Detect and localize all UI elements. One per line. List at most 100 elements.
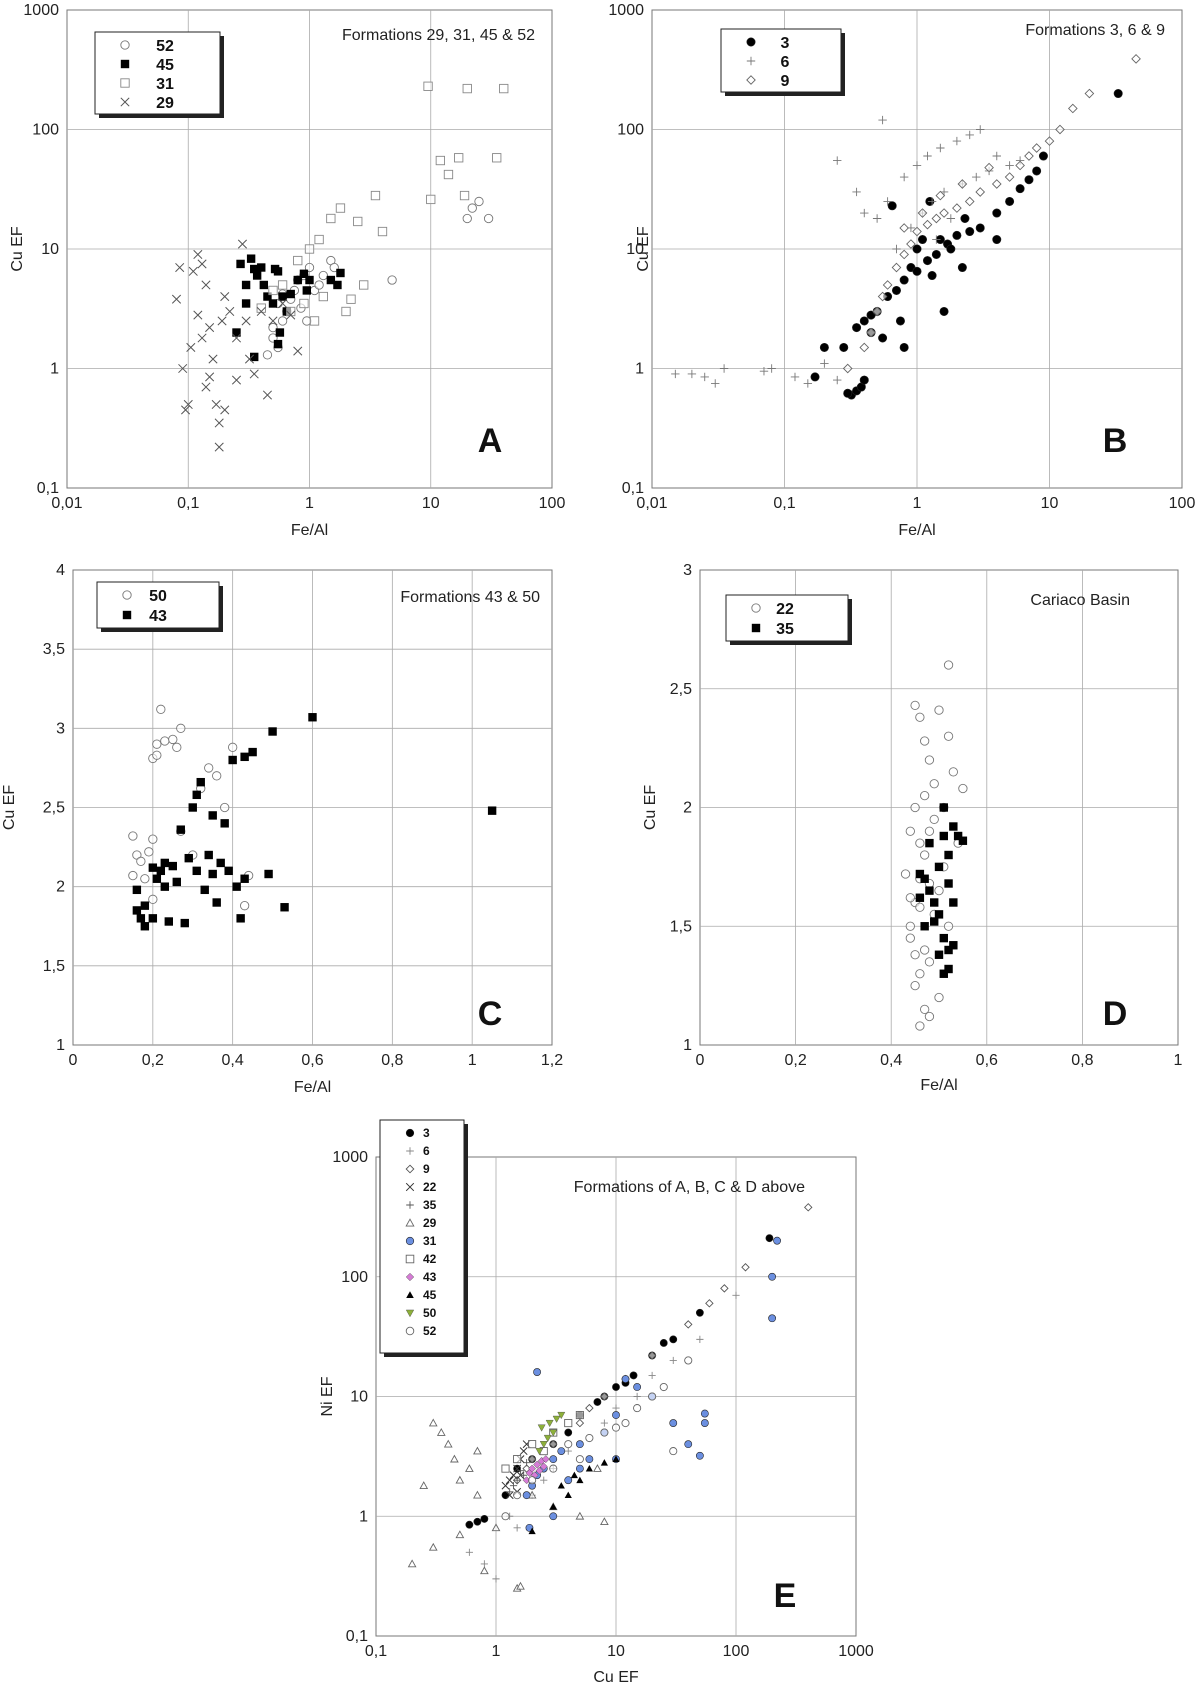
panel-a-point-series-45 xyxy=(278,292,287,301)
panel-b-point-series-9 xyxy=(964,196,975,207)
panel-b-point-series-6 xyxy=(820,359,829,368)
panel-d-x-tick-label: 0 xyxy=(696,1052,705,1069)
panel-a-y-tick-label: 0,1 xyxy=(37,480,59,497)
panel-d-point-series-35 xyxy=(949,941,958,950)
panel-c-point-series-43 xyxy=(152,874,162,883)
panel-c-x-tick-label: 1 xyxy=(468,1052,477,1069)
panel-a-point-series-29 xyxy=(249,369,259,379)
panel-c-point-series-43 xyxy=(184,853,193,863)
panel-d-point-series-35 xyxy=(930,917,939,926)
panel-e-legend-marker-31 xyxy=(405,1236,415,1246)
panel-a-point-series-45 xyxy=(336,268,345,278)
panel-b-point-series-6 xyxy=(927,197,937,206)
panel-d-point-series-22 xyxy=(920,945,930,955)
panel-a-point-series-31 xyxy=(462,83,472,94)
panel-e-point-series-45 xyxy=(528,1527,536,1535)
panel-b-point-series-9 xyxy=(1024,151,1034,161)
panel-b-point-series-3 xyxy=(819,342,829,352)
panel-a-point-series-29 xyxy=(193,310,203,320)
panel-a-point-series-31 xyxy=(314,234,324,245)
panel-e-point-series-31 xyxy=(684,1440,693,1449)
panel-e-point-series-29 xyxy=(600,1517,609,1526)
panel-b-point-series-3 xyxy=(895,316,905,326)
panel-a-point-series-29 xyxy=(180,405,191,415)
panel-d-legend-label: 35 xyxy=(776,621,794,638)
panel-b-y-tick-label: 1000 xyxy=(608,2,644,19)
panel-c-point-series-50 xyxy=(204,763,214,773)
panel-b-point-series-3 xyxy=(931,249,941,259)
panel-a-point-series-45 xyxy=(241,280,251,290)
panel-a-point-series-29 xyxy=(201,280,211,290)
panel-e-point-series-3 xyxy=(669,1335,678,1344)
panel-e-point-series-3 xyxy=(695,1308,704,1317)
panel-a-point-series-52 xyxy=(302,316,312,326)
panel-d-point-series-35 xyxy=(925,838,934,848)
panel-b-point-series-9 xyxy=(912,226,922,237)
panel-c-point-series-50 xyxy=(128,870,138,881)
panel-b-point-series-3 xyxy=(922,256,932,266)
panel-a-point-series-45 xyxy=(273,339,283,349)
panel-d-point-series-22 xyxy=(910,950,920,960)
panel-a-point-series-31 xyxy=(326,213,336,224)
panel-c-point-series-43 xyxy=(268,727,277,736)
panel-a-point-series-31 xyxy=(377,226,388,237)
panel-a-point-series-45 xyxy=(252,271,262,280)
panel-b-point-series-9 xyxy=(866,327,876,338)
panel-c-point-series-43 xyxy=(192,866,201,876)
panel-e-legend-label: 52 xyxy=(423,1324,437,1338)
panel-a-point-series-29 xyxy=(186,342,196,353)
panel-e-legend-label: 42 xyxy=(423,1252,437,1266)
panel-a-point-series-29 xyxy=(262,390,273,400)
panel-e-legend-marker-35 xyxy=(406,1201,414,1209)
panel-a-point-series-45 xyxy=(302,286,311,295)
panel-a-point-series-31 xyxy=(293,255,303,266)
panel-e-legend-marker-52 xyxy=(405,1326,415,1336)
panel-e-point-series-42 xyxy=(501,1464,510,1473)
panel-d-x-tick-label: 0,8 xyxy=(1071,1052,1093,1069)
panel-a-point-series-31 xyxy=(277,280,288,290)
panel-c-point-series-50 xyxy=(156,704,166,714)
panel-e-point-series-29 xyxy=(443,1439,453,1448)
panel-d-point-series-22 xyxy=(929,814,939,825)
panel-a-point-series-31 xyxy=(335,203,346,213)
panel-b-x-axis-label: Fe/Al xyxy=(898,522,935,539)
panel-a-point-series-29 xyxy=(214,418,224,428)
panel-a-point-series-52 xyxy=(318,270,328,281)
panel-e-point-series-43 xyxy=(528,1464,537,1473)
panel-b-legend-marker-9 xyxy=(746,75,756,85)
panel-a-point-series-29 xyxy=(175,262,185,273)
panel-e-legend-label: 31 xyxy=(423,1234,437,1248)
panel-b-point-series-3 xyxy=(843,388,853,398)
panel-b-point-series-6 xyxy=(719,364,729,373)
panel-a-legend-marker-52 xyxy=(120,40,130,50)
panel-a-y-tick-label: 10 xyxy=(41,241,59,258)
panel-a-point-series-52 xyxy=(467,203,477,213)
panel-b-title: Formations 3, 6 & 9 xyxy=(1025,22,1165,39)
panel-c-x-tick-label: 0,2 xyxy=(142,1052,164,1069)
panel-b-point-series-9 xyxy=(975,187,986,197)
panel-a-point-series-31 xyxy=(353,216,363,227)
panel-c-point-series-43 xyxy=(140,901,150,910)
panel-b-legend-label: 6 xyxy=(781,54,790,71)
panel-c-point-series-50 xyxy=(152,739,162,749)
panel-e-point-series-50 xyxy=(549,1429,558,1437)
panel-e-point-series-6 xyxy=(480,1560,488,1568)
panel-e-point-series-9 xyxy=(585,1403,594,1413)
panel-d-point-series-35 xyxy=(939,933,948,943)
panel-e-point-series-45 xyxy=(576,1476,584,1484)
panel-a-point-series-31 xyxy=(346,294,356,304)
panel-d-point-series-22 xyxy=(910,802,920,813)
panel-a-legend-label: 31 xyxy=(156,76,174,93)
panel-e-point-series-42 xyxy=(575,1410,584,1420)
panel-c-point-series-50 xyxy=(172,742,182,752)
panel-c-letter: C xyxy=(478,995,503,1033)
panel-c-y-axis-label: Cu EF xyxy=(1,785,18,831)
panel-e-point-series-29 xyxy=(491,1523,501,1532)
panel-b-point-series-6 xyxy=(852,187,861,197)
panel-e-point-series-31 xyxy=(564,1476,573,1485)
panel-e-point-series-52 xyxy=(611,1423,621,1432)
panel-b-legend-label: 9 xyxy=(781,73,790,90)
panel-b-point-series-6 xyxy=(671,369,680,379)
